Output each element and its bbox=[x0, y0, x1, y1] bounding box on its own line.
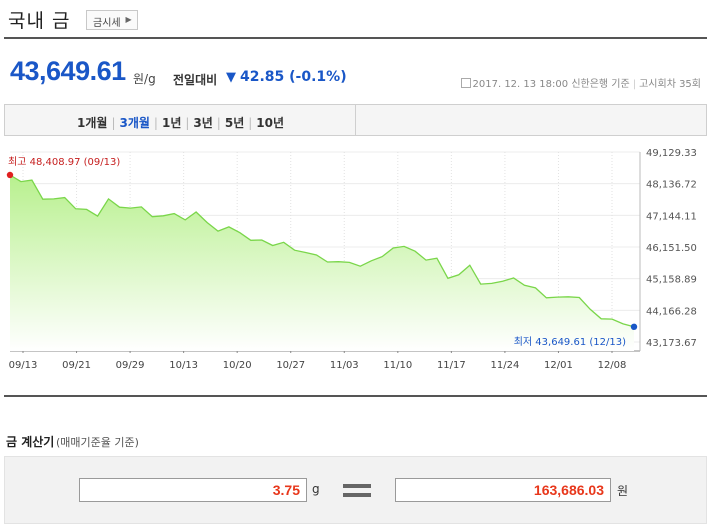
x-tick-label: 09/21 bbox=[62, 360, 91, 371]
tabs-divider bbox=[355, 105, 356, 135]
period-tab[interactable]: 3개월 bbox=[119, 116, 150, 130]
area-fill bbox=[10, 175, 634, 351]
badge-label: 금시세 bbox=[93, 18, 121, 29]
current-price: 43,649.61 bbox=[10, 56, 126, 86]
compare-label: 전일대비 bbox=[173, 73, 218, 87]
calculator-subtitle: (매매기준율 기준) bbox=[56, 436, 139, 449]
down-triangle-icon: ▼ bbox=[226, 70, 236, 85]
price-unit: 원/g bbox=[133, 72, 156, 86]
page-title: 국내 금 bbox=[8, 10, 71, 32]
notice-count: 고시회차 35회 bbox=[639, 79, 701, 90]
x-tick-label: 09/13 bbox=[9, 360, 38, 371]
tab-separator: | bbox=[153, 116, 158, 130]
y-tick-label: 47,144.11 bbox=[646, 211, 697, 222]
calculator-panel: 3.75 g 163,686.03 원 bbox=[4, 456, 707, 524]
low-point-dot bbox=[630, 323, 638, 331]
top-divider bbox=[4, 37, 707, 39]
y-tick-label: 44,166.28 bbox=[646, 306, 697, 317]
price-line bbox=[9, 174, 635, 328]
x-tick-label: 12/08 bbox=[598, 360, 627, 371]
price-source: 신한은행 기준 bbox=[571, 79, 630, 90]
tab-separator: | bbox=[185, 116, 190, 130]
meta-separator: | bbox=[632, 79, 637, 90]
x-tick-label: 11/10 bbox=[383, 360, 412, 371]
x-tick-label: 11/17 bbox=[437, 360, 466, 371]
result-unit: 원 bbox=[617, 484, 629, 498]
tab-separator: | bbox=[111, 116, 116, 130]
price-change: 42.85 (-0.1%) bbox=[240, 69, 347, 85]
period-tabs: 1개월 | 3개월 | 1년 | 3년 | 5년 | 10년 bbox=[77, 114, 284, 131]
price-date: 2017. 12. 13 18:00 bbox=[472, 79, 569, 90]
price-chart-svg: 49,129.33 48,136.72 47,144.11 46,151.50 45,1… bbox=[6, 148, 697, 371]
y-tick-label: 49,129.33 bbox=[646, 148, 697, 159]
x-tick-label: 11/03 bbox=[330, 360, 359, 371]
x-tick-label: 10/13 bbox=[169, 360, 198, 371]
period-tab[interactable]: 5년 bbox=[224, 116, 245, 130]
period-tab[interactable]: 10년 bbox=[256, 116, 285, 130]
low-label: 최저 43,649.61 (12/13) bbox=[514, 336, 626, 348]
period-tab[interactable]: 3년 bbox=[193, 116, 213, 130]
high-point-dot bbox=[6, 171, 14, 179]
amount-input[interactable]: 3.75 bbox=[79, 478, 307, 502]
chevron-right-icon: ▶ bbox=[125, 15, 132, 24]
x-tick-label: 10/20 bbox=[223, 360, 252, 371]
gold-price-badge-button[interactable]: 금시세 ▶ bbox=[86, 10, 138, 30]
y-tick-label: 46,151.50 bbox=[646, 243, 697, 254]
y-tick-label: 48,136.72 bbox=[646, 180, 697, 191]
x-tick-label: 10/27 bbox=[276, 360, 305, 371]
high-label: 최고 48,408.97 (09/13) bbox=[8, 156, 120, 168]
header: 국내 금 금시세 ▶ bbox=[0, 0, 707, 40]
y-tick-label: 45,158.89 bbox=[646, 275, 697, 286]
mid-divider bbox=[4, 395, 707, 397]
x-tick-label: 09/29 bbox=[116, 360, 145, 371]
equals-icon bbox=[343, 484, 371, 502]
price-meta: 2017. 12. 13 18:00 신한은행 기준 | 고시회차 35회 bbox=[460, 75, 701, 90]
period-tab[interactable]: 1개월 bbox=[77, 116, 108, 130]
result-output: 163,686.03 bbox=[395, 478, 611, 502]
x-tick-label: 11/24 bbox=[490, 360, 519, 371]
period-tabs-bar: 1개월 | 3개월 | 1년 | 3년 | 5년 | 10년 bbox=[4, 104, 707, 136]
tab-separator: | bbox=[216, 116, 221, 130]
period-tab[interactable]: 1년 bbox=[161, 116, 182, 130]
document-icon bbox=[460, 78, 471, 88]
y-tick-label: 43,173.67 bbox=[646, 338, 697, 349]
amount-unit: g bbox=[312, 482, 320, 496]
tab-separator: | bbox=[248, 116, 253, 130]
calculator-title: 금 계산기 bbox=[6, 435, 55, 449]
x-tick-label: 12/01 bbox=[544, 360, 573, 371]
price-chart: 49,129.33 48,136.72 47,144.11 46,151.50 45,1… bbox=[0, 140, 707, 380]
